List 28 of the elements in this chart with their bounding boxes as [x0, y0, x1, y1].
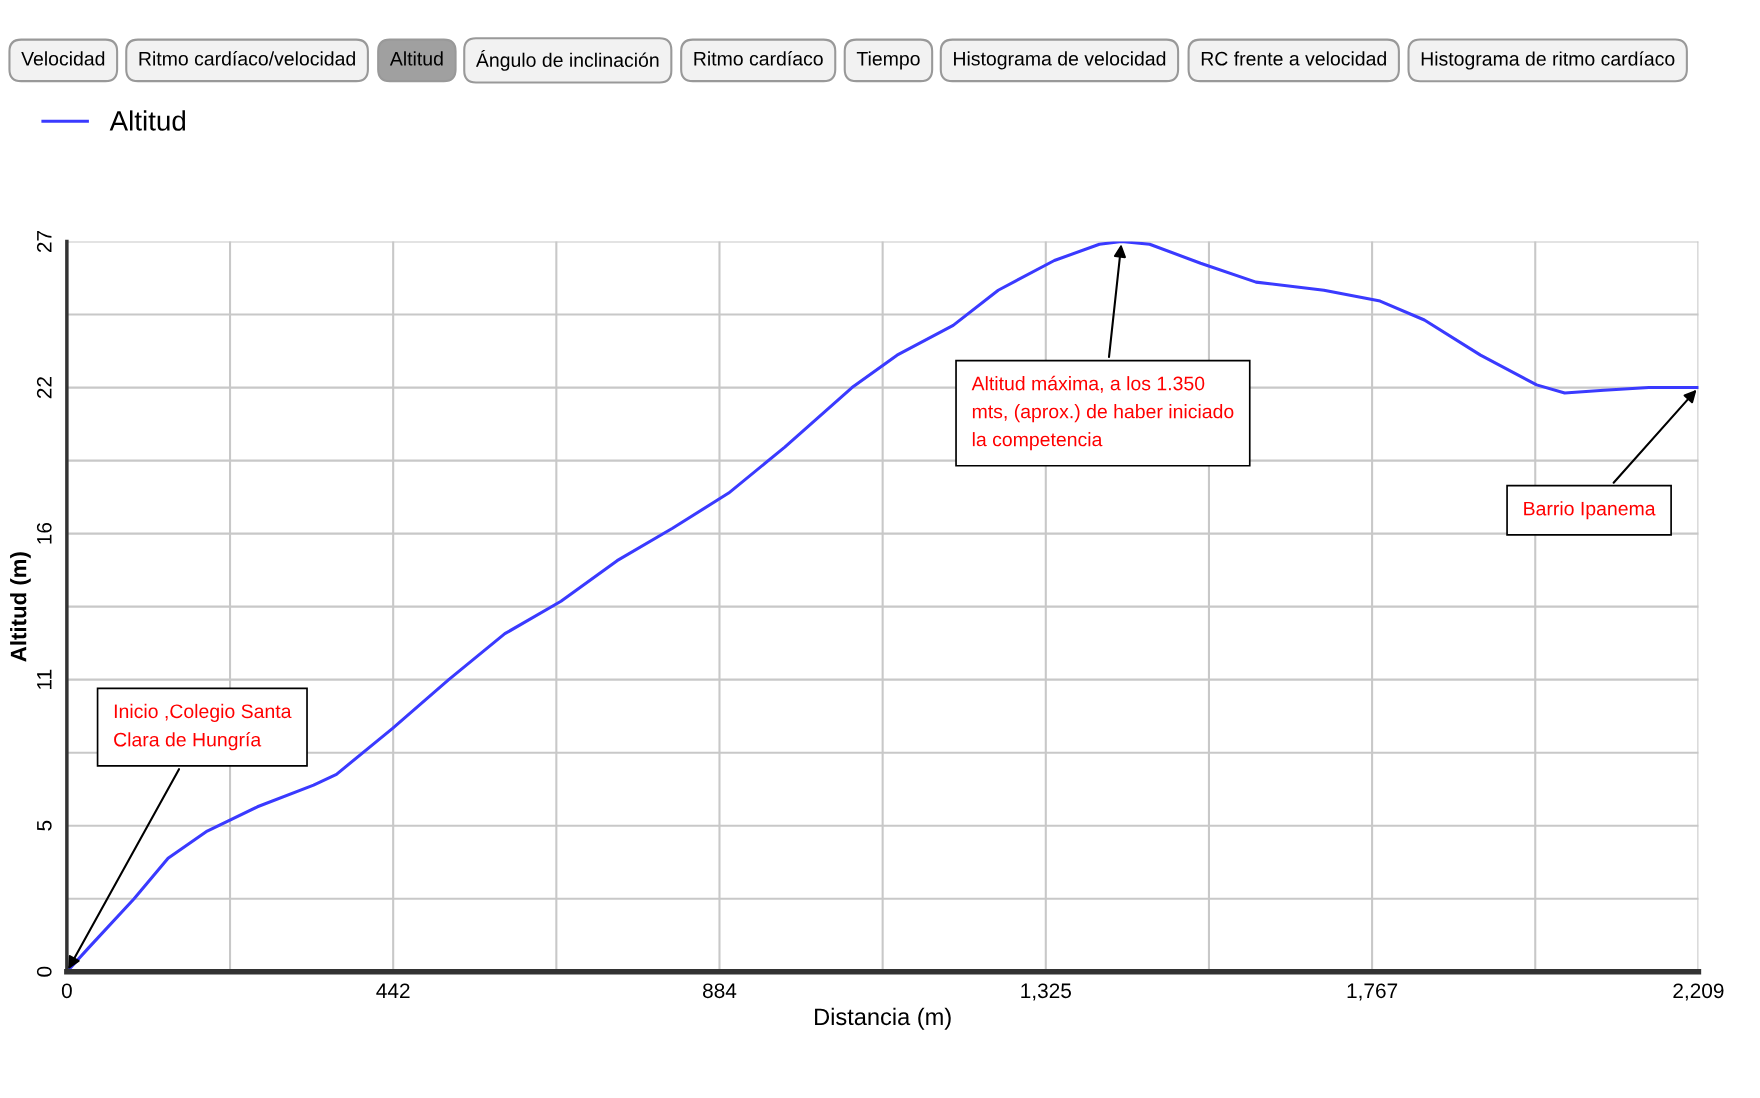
y-tick-label: 22 [36, 377, 52, 399]
x-tick-label: 442 [376, 983, 410, 998]
x-tick-label: 1,325 [1021, 983, 1071, 1001]
text: Ritmo cardíaco/velocidad [139, 51, 355, 66]
legend-label: Altitud [109, 110, 186, 131]
y-tick-label: 16 [36, 522, 52, 544]
y-axis-title: Altitud (m) [10, 552, 31, 662]
annotation: Barrio Ipanema [1524, 501, 1656, 520]
y-tick-label: 0 [36, 966, 52, 977]
x-tick-label: 884 [703, 983, 737, 999]
x-tick-label: 2,209 [1673, 983, 1724, 1001]
text: Altitud [389, 51, 443, 66]
x-tick-label: 0 [61, 983, 72, 999]
line-series [66, 241, 1699, 972]
annotation: Altitud máxima, a los 1.350 mts, (aprox.) de haber iniciado la competencia [971, 375, 1234, 451]
text: Histograma de ritmo cardíaco [1421, 51, 1675, 70]
text: Ritmo cardíaco [694, 51, 823, 66]
text: RC frente a velocidad [1201, 51, 1386, 66]
y-tick-label: 11 [37, 669, 52, 689]
x-tick-label: 1,767 [1347, 983, 1398, 1001]
annotation: Inicio ,Colegio Santa Clara de Hungría [114, 703, 292, 751]
text: Ángulo de inclinación [475, 49, 659, 71]
x-axis-title: Distancia (m) [815, 1007, 951, 1030]
text: Velocidad [21, 51, 105, 66]
y-tick-label: 5 [37, 820, 52, 831]
text: Histograma de velocidad [954, 51, 1166, 70]
text: Tiempo [856, 51, 920, 70]
y-tick-label: 27 [36, 231, 52, 253]
